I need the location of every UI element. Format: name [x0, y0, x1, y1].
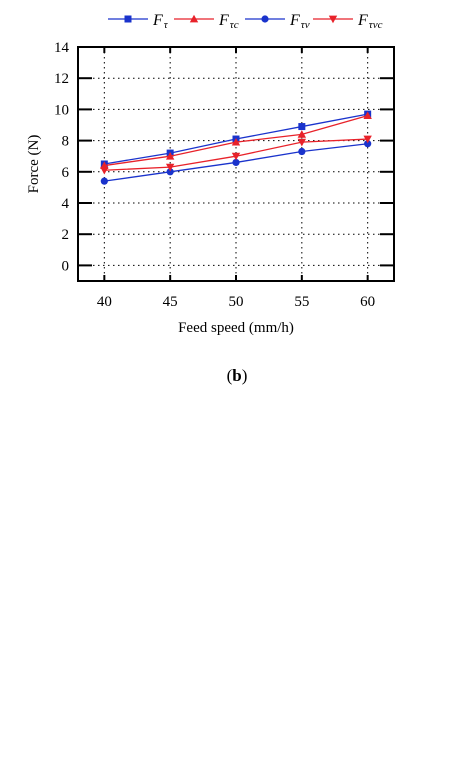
panel-label: (b)	[226, 366, 248, 385]
x-tick-label: 50	[229, 294, 244, 310]
data-point	[231, 152, 241, 161]
y-tick-label: 2	[62, 227, 70, 243]
data-point	[100, 177, 108, 185]
data-point	[297, 138, 307, 147]
data-point	[297, 130, 307, 138]
legend-label: Fτvc	[357, 12, 383, 31]
x-axis-label: Feed speed (mm/h)	[178, 320, 294, 336]
legend-marker	[328, 15, 338, 24]
data-point	[298, 147, 306, 156]
legend-item: Fτv	[245, 12, 310, 31]
panel-label-letter: b	[232, 366, 242, 385]
data-point	[298, 123, 306, 131]
series-layer	[100, 110, 372, 185]
data-point	[166, 168, 174, 176]
y-tick-label: 6	[62, 165, 70, 181]
data-point	[165, 152, 175, 160]
legend-marker	[124, 15, 132, 23]
data-point	[363, 135, 372, 144]
legend-item: Fτc	[174, 12, 239, 31]
x-tick-label: 40	[97, 294, 112, 310]
x-tick-label: 45	[163, 294, 178, 310]
x-tick-label: 60	[360, 294, 375, 310]
legend-marker	[261, 15, 269, 23]
data-point	[363, 111, 372, 120]
legend-label: Fτv	[289, 12, 310, 31]
x-tick-label: 55	[294, 294, 309, 310]
legend-marker	[189, 14, 199, 23]
data-point	[165, 163, 175, 172]
series-Fτvc	[100, 135, 372, 175]
y-axis-label: Force (N)	[26, 135, 42, 194]
chart-legend: Fτ Fτc Fτv Fτvc	[108, 12, 383, 31]
data-point	[231, 137, 241, 146]
data-point	[364, 140, 372, 148]
series-Fτv	[100, 140, 372, 185]
axis-ticks: 40 45 50 55 60 0 2 4 6 8 10 12 14	[54, 40, 394, 310]
grid-lines	[78, 47, 394, 281]
data-point	[100, 166, 109, 175]
y-tick-label: 4	[62, 196, 70, 212]
y-tick-label: 10	[54, 102, 69, 118]
data-point	[232, 158, 240, 167]
legend-item: Fτ	[108, 12, 169, 31]
legend-item: Fτvc	[313, 12, 383, 31]
y-tick-label: 12	[54, 71, 69, 87]
y-tick-label: 0	[62, 258, 70, 274]
legend-label: Fτ	[152, 12, 169, 31]
y-tick-label: 14	[54, 40, 70, 56]
y-tick-label: 8	[62, 134, 70, 150]
legend-label: Fτc	[218, 12, 239, 31]
